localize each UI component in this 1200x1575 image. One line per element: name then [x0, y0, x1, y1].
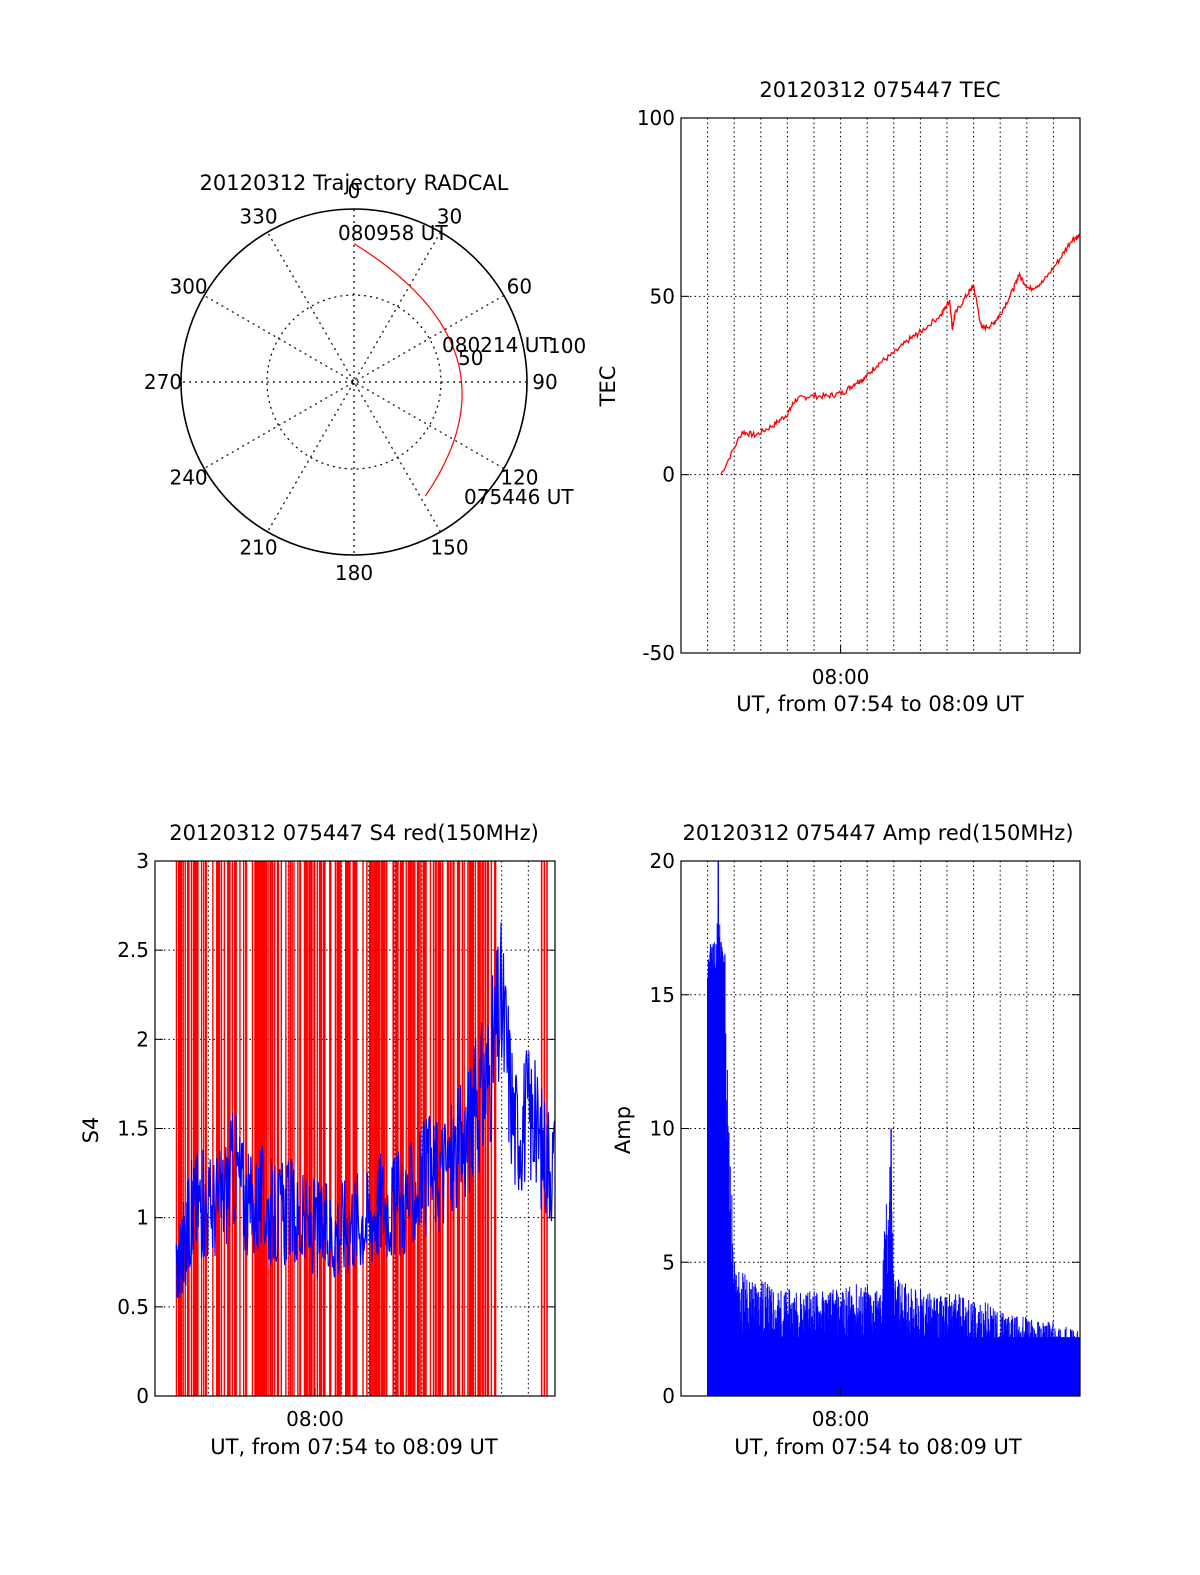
- polar-trajectory-track: [353, 243, 463, 497]
- polar-azimuth-tick-180: 180: [335, 561, 373, 585]
- s4-blue-series-line: [175, 922, 555, 1298]
- polar-azimuth-tick-240: 240: [169, 466, 207, 490]
- polar-elevation-label: 50: [458, 346, 483, 370]
- s4-y-label: S4: [79, 1117, 103, 1144]
- polar-azimuth-tick-0: 0: [348, 179, 361, 203]
- y-tick-label: 1: [136, 1206, 149, 1230]
- y-tick-label: 50: [650, 284, 675, 308]
- polar-spoke: [203, 294, 505, 470]
- tec-x-label: UT, from 07:54 to 08:09 UT: [736, 692, 1024, 716]
- polar-azimuth-tick-30: 30: [437, 205, 462, 229]
- y-tick-label: 5: [662, 1250, 675, 1274]
- y-tick-label: 0: [136, 1384, 149, 1408]
- y-tick-label: -50: [642, 641, 675, 665]
- y-tick-label: 100: [637, 106, 675, 130]
- polar-spokes: [181, 209, 527, 555]
- tec-y-label: TEC: [596, 366, 620, 408]
- polar-azimuth-tick-300: 300: [169, 275, 207, 299]
- amp-title: 20120312 075447 Amp red(150MHz): [682, 821, 1073, 845]
- tec-grid: [681, 118, 1080, 653]
- y-tick-label: 0.5: [117, 1295, 149, 1319]
- polar-annotation-mid: 080214 UT: [442, 333, 552, 357]
- y-tick-label: 0: [662, 463, 675, 487]
- polar-azimuth-tick-330: 330: [239, 205, 277, 229]
- amp-bars: [706, 861, 1081, 1396]
- y-tick-label: 2.5: [117, 938, 149, 962]
- amp-x-tick-label: 08:00: [812, 1407, 870, 1431]
- s4-x-label: UT, from 07:54 to 08:09 UT: [210, 1435, 498, 1459]
- polar-panel: 20120312 Trajectory RADCAL 0 30 60 90 120 150…: [144, 171, 586, 585]
- y-tick-label: 15: [650, 983, 675, 1007]
- polar-azimuth-tick-270: 270: [144, 370, 182, 394]
- polar-title: 20120312 Trajectory RADCAL: [200, 171, 509, 195]
- s4-panel: 20120312 075447 S4 red(150MHz) 0 0.5 1 1.5 2…: [79, 821, 556, 1459]
- y-tick-label: 10: [650, 1117, 675, 1141]
- polar-azimuth-tick-90: 90: [532, 370, 557, 394]
- amp-y-ticks: 0 5 10 15 20: [650, 849, 1080, 1408]
- polar-spoke: [266, 231, 442, 533]
- amp-x-label: UT, from 07:54 to 08:09 UT: [734, 1435, 1022, 1459]
- polar-extra-label: 100: [548, 334, 586, 358]
- amp-panel: 20120312 075447 Amp red(150MHz) 0 5 10 15 20…: [611, 821, 1081, 1459]
- polar-azimuth-labels: 0 30 60 90 120 150 180 210 240 270 300 330: [144, 179, 558, 585]
- polar-azimuth-tick-120: 120: [500, 466, 538, 490]
- s4-x-tick-label: 08:00: [286, 1407, 344, 1431]
- polar-azimuth-tick-150: 150: [430, 535, 468, 559]
- y-tick-label: 1.5: [117, 1117, 149, 1141]
- polar-annotation-start: 075446 UT: [464, 485, 574, 509]
- y-tick-label: 0: [662, 1384, 675, 1408]
- tec-y-ticks: -50 0 50 100: [637, 106, 1080, 665]
- polar-azimuth-tick-60: 60: [507, 275, 532, 299]
- s4-title: 20120312 075447 S4 red(150MHz): [169, 821, 539, 845]
- polar-annotation-end: 080958 UT: [338, 221, 448, 245]
- y-tick-label: 20: [650, 849, 675, 873]
- tec-plot-frame: [680, 117, 1081, 654]
- tec-panel: 20120312 075447 TEC -50 0 50 100 08:00 UT, …: [596, 78, 1081, 716]
- polar-spoke: [266, 231, 442, 533]
- amp-y-label: Amp: [611, 1106, 635, 1154]
- tec-series-line: [720, 233, 1081, 475]
- s4-y-ticks: 0 0.5 1 1.5 2 2.5 3: [117, 849, 555, 1408]
- y-tick-label: 3: [136, 849, 149, 873]
- polar-spoke: [203, 294, 505, 470]
- polar-elevation-ring: [266, 294, 442, 470]
- polar-azimuth-tick-210: 210: [239, 535, 277, 559]
- y-tick-label: 2: [136, 1027, 149, 1051]
- tec-x-tick-label: 08:00: [812, 665, 870, 689]
- tec-title: 20120312 075447 TEC: [759, 78, 1000, 102]
